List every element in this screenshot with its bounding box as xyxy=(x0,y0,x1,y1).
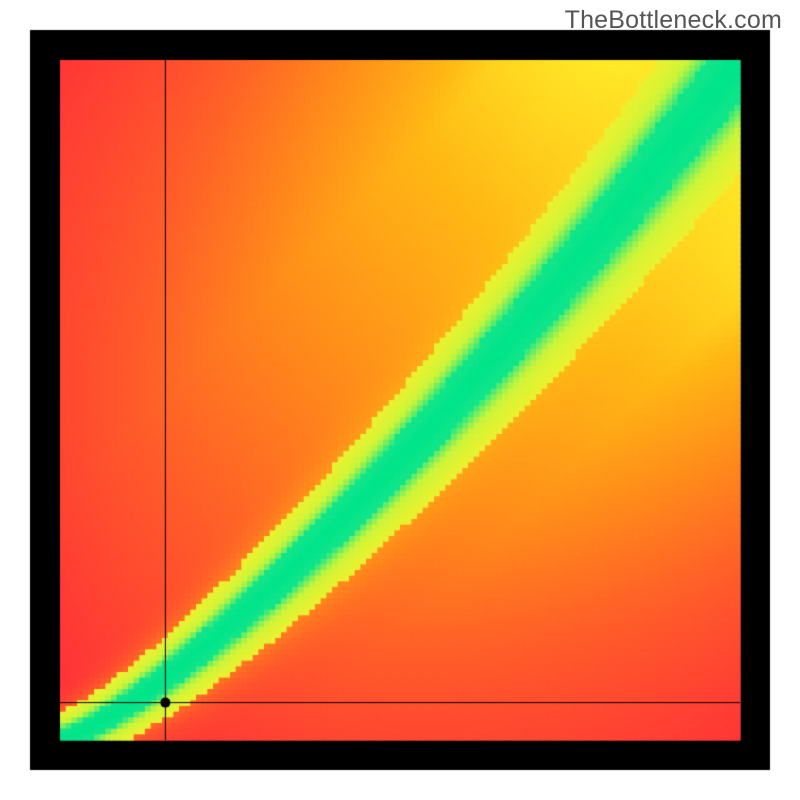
bottleneck-heatmap xyxy=(0,0,800,800)
watermark-text: TheBottleneck.com xyxy=(565,6,782,35)
chart-container: TheBottleneck.com xyxy=(0,0,800,800)
